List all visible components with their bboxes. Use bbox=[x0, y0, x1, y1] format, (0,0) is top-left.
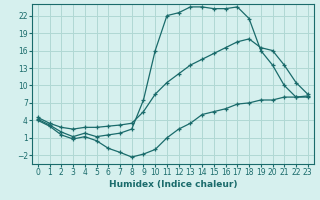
X-axis label: Humidex (Indice chaleur): Humidex (Indice chaleur) bbox=[108, 180, 237, 189]
